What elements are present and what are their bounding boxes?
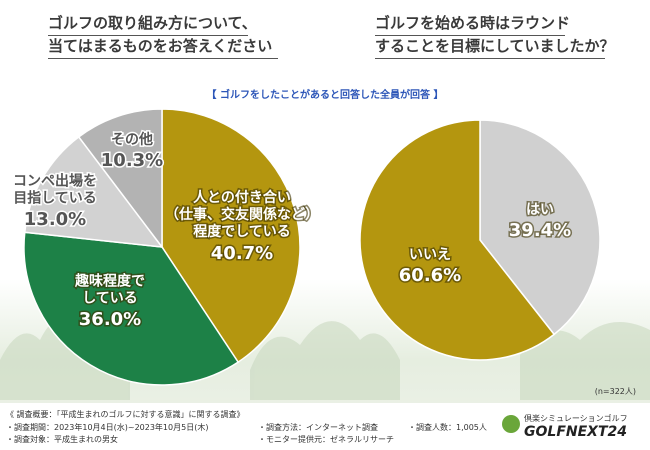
sample-size: (n=322人) xyxy=(594,387,636,396)
pie-slice xyxy=(359,119,556,361)
underline xyxy=(48,35,248,36)
footer-heading: 《 調査概要：「平成生まれのゴルフに対する意識」に関する調査》 xyxy=(6,410,245,419)
tree-silhouette xyxy=(0,318,650,400)
footer-item: ・調査期間：2023年10月4日(水)~2023年10月5日(木) xyxy=(6,423,209,432)
footer-item: ・モニター提供元：ゼネラルリサーチ xyxy=(258,435,394,444)
subtitle: 【 ゴルフをしたことがあると回答した全員が回答 】 xyxy=(206,90,444,101)
slice-label: 趣味程度でしている xyxy=(74,273,145,307)
value-label: 60.6% xyxy=(399,265,461,286)
footer-item: ・調査方法：インターネット調査 xyxy=(258,423,378,432)
value-label: 36.0% xyxy=(79,309,141,330)
slice-label: はい xyxy=(526,202,554,218)
pie-slice xyxy=(77,108,163,250)
footer-item: ・調査人数：1,005人 xyxy=(408,423,487,432)
value-label: 40.7% xyxy=(211,243,273,264)
slice-label: コンペ出場を目指している xyxy=(13,173,97,207)
logo-icon xyxy=(502,415,520,433)
slice-label: その他 xyxy=(111,131,153,148)
value-label: 10.3% xyxy=(101,150,163,171)
left-title: ゴルフの取り組み方について、 当てはまるものをお答えください xyxy=(48,14,273,55)
pie-slice xyxy=(23,231,240,386)
slice-label: 人との付き合い（仕事、交友関係など）程度でしている xyxy=(165,189,319,240)
logo: GOLFNEXT24 xyxy=(524,424,627,440)
pie-slice xyxy=(479,119,601,336)
footer-item: ・調査対象：平成生まれの男女 xyxy=(6,435,118,444)
underline xyxy=(375,58,605,59)
logo-small: 倶楽シミュレーションゴルフ xyxy=(524,414,628,423)
value-label: 13.0% xyxy=(24,209,86,230)
underline xyxy=(48,58,278,59)
right-title: ゴルフを始める時はラウンド することを目標にしていましたか？ xyxy=(375,14,615,55)
underline xyxy=(375,35,565,36)
pie-slice xyxy=(23,135,164,248)
value-label: 39.4% xyxy=(509,220,571,241)
slice-label: いいえ xyxy=(409,247,451,263)
footer: 《 調査概要：「平成生まれのゴルフに対する意識」に関する調査》 ・調査期間：20… xyxy=(0,403,650,450)
